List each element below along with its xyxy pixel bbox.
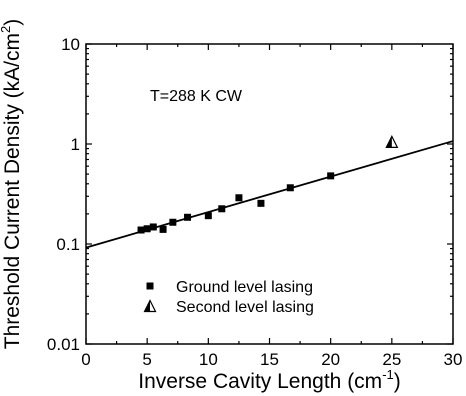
legend-marker-second-level bbox=[143, 299, 157, 313]
legend-marker-second-level-outline bbox=[143, 299, 157, 313]
x-axis-label-main: Inverse Cavity Length (cm bbox=[138, 370, 382, 393]
data-point-ground-level bbox=[137, 226, 145, 234]
data-point-ground-level bbox=[218, 205, 226, 213]
data-point-ground-level bbox=[149, 223, 157, 231]
x-tick-label: 10 bbox=[199, 350, 218, 369]
data-point-ground-level bbox=[159, 225, 167, 233]
y-axis-ticks: 0.01 0.1 1 10 bbox=[47, 35, 453, 354]
data-point-ground-level bbox=[169, 218, 177, 226]
x-tick-label: 15 bbox=[260, 350, 279, 369]
plot-content bbox=[85, 135, 454, 249]
x-axis-label-close: ) bbox=[394, 370, 401, 393]
data-point-ground-level bbox=[286, 184, 294, 192]
x-tick-label: 30 bbox=[444, 350, 463, 369]
y-axis-label-close: ) bbox=[1, 19, 24, 26]
data-point-second-level-outline bbox=[385, 135, 399, 148]
data-point-ground-level bbox=[184, 213, 192, 221]
y-axis-label: Threshold Current Density (kA/cm2) bbox=[0, 19, 24, 350]
y-tick-label: 0.1 bbox=[56, 235, 80, 254]
temperature-annotation: T=288 K CW bbox=[150, 88, 243, 105]
legend-label-ground-level: Ground level lasing bbox=[176, 279, 313, 296]
data-point-ground-level bbox=[327, 172, 335, 180]
data-point-ground-level bbox=[204, 212, 212, 220]
y-axis-label-main: Threshold Current Density (kA/cm bbox=[1, 33, 24, 349]
y-tick-label: 1 bbox=[71, 135, 80, 154]
x-tick-label: 20 bbox=[321, 350, 340, 369]
data-point-ground-level bbox=[143, 225, 151, 233]
legend-label-second-level: Second level lasing bbox=[176, 299, 314, 316]
legend: Ground level lasing Second level lasing bbox=[143, 279, 314, 316]
y-tick-label: 0.01 bbox=[47, 335, 80, 354]
data-point-ground-level bbox=[235, 194, 243, 202]
data-point-ground-level bbox=[257, 199, 265, 207]
y-tick-label: 10 bbox=[61, 35, 80, 54]
x-tick-label: 5 bbox=[142, 350, 151, 369]
x-axis-label: Inverse Cavity Length (cm-1) bbox=[138, 367, 401, 393]
x-tick-label: 25 bbox=[382, 350, 401, 369]
x-axis-ticks: 0 5 10 15 20 25 30 bbox=[81, 44, 462, 369]
legend-marker-ground-level bbox=[146, 282, 154, 290]
y-axis-label-superscript: 2 bbox=[0, 26, 13, 33]
data-point-second-level bbox=[385, 135, 399, 148]
x-tick-label: 0 bbox=[81, 350, 90, 369]
x-axis-label-superscript: -1 bbox=[382, 367, 394, 382]
